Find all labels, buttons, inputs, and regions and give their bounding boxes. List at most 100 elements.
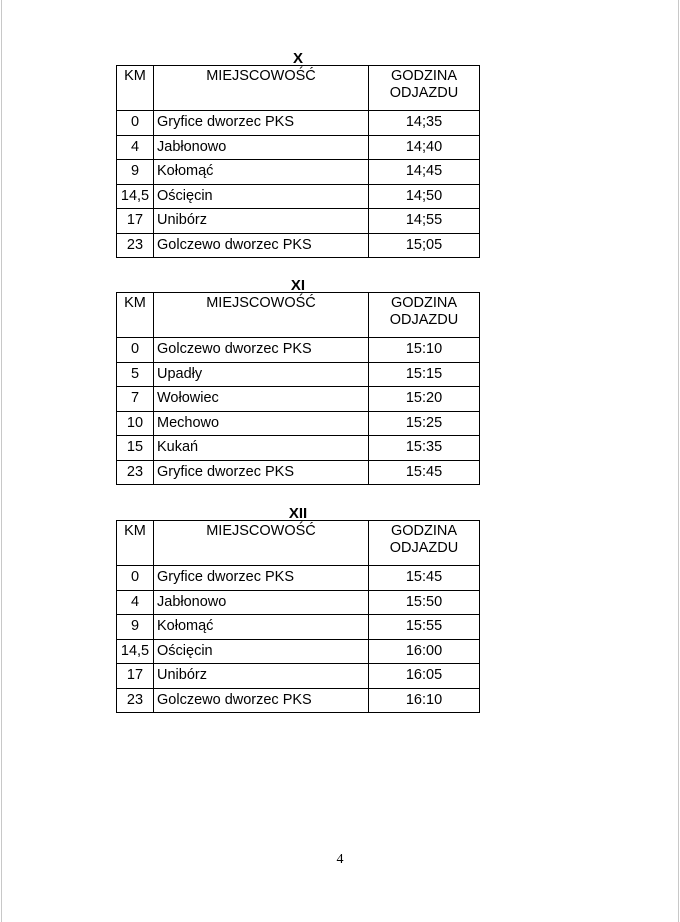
table-row: 0 Golczewo dworzec PKS 15:10 [116, 337, 480, 363]
header-place: MIEJSCOWOŚĆ [153, 520, 369, 566]
header-km: KM [116, 520, 154, 566]
time-cell: 15:20 [368, 386, 480, 412]
place-cell: Golczewo dworzec PKS [153, 232, 369, 258]
time-cell: 15:45 [368, 459, 480, 485]
km-cell: 9 [116, 614, 154, 640]
section-title: XII [288, 505, 308, 522]
header-place: MIEJSCOWOŚĆ [153, 292, 369, 338]
table-row: 23 Golczewo dworzec PKS 15;05 [116, 232, 480, 258]
place-cell: Wołowiec [153, 386, 369, 412]
km-cell: 4 [116, 134, 154, 160]
timetable-section: X KM MIEJSCOWOŚĆ GODZINA ODJAZDU 0 Gryfic… [116, 50, 480, 258]
place-cell: Upadły [153, 361, 369, 387]
km-cell: 23 [116, 459, 154, 485]
header-time: GODZINA ODJAZDU [368, 292, 480, 338]
time-cell: 16:00 [368, 638, 480, 664]
place-cell: Gryfice dworzec PKS [153, 459, 369, 485]
place-cell: Mechowo [153, 410, 369, 436]
timetable-section: XI KM MIEJSCOWOŚĆ GODZINA ODJAZDU 0 Golcz… [116, 277, 480, 485]
km-cell: 7 [116, 386, 154, 412]
time-cell: 14;40 [368, 134, 480, 160]
km-cell: 14,5 [116, 183, 154, 209]
table-row: 10 Mechowo 15:25 [116, 410, 480, 436]
place-cell: Kołomąć [153, 614, 369, 640]
header-time-line1: GODZINA [390, 68, 458, 84]
header-row: KM MIEJSCOWOŚĆ GODZINA ODJAZDU [116, 520, 480, 566]
place-cell: Gryfice dworzec PKS [153, 110, 369, 136]
table-row: 0 Gryfice dworzec PKS 14;35 [116, 110, 480, 136]
table-row: 14,5 Ościęcin 14;50 [116, 183, 480, 209]
table-row: 5 Upadły 15:15 [116, 361, 480, 387]
place-cell: Gryfice dworzec PKS [153, 565, 369, 591]
km-cell: 23 [116, 232, 154, 258]
header-km: KM [116, 65, 154, 111]
time-cell: 15:10 [368, 337, 480, 363]
page-number: 4 [336, 852, 344, 867]
section-title: X [292, 50, 303, 67]
km-cell: 0 [116, 565, 154, 591]
section-title: XI [290, 277, 306, 294]
timetable: KM MIEJSCOWOŚĆ GODZINA ODJAZDU 0 Gryfice … [116, 65, 480, 258]
header-time-line1: GODZINA [390, 523, 458, 539]
km-cell: 10 [116, 410, 154, 436]
time-cell: 15:25 [368, 410, 480, 436]
table-row: 23 Golczewo dworzec PKS 16:10 [116, 687, 480, 713]
header-place: MIEJSCOWOŚĆ [153, 65, 369, 111]
table-row: 17 Unibórz 14;55 [116, 208, 480, 234]
header-row: KM MIEJSCOWOŚĆ GODZINA ODJAZDU [116, 65, 480, 111]
km-cell: 0 [116, 337, 154, 363]
table-row: 7 Wołowiec 15:20 [116, 386, 480, 412]
header-time-line2: ODJAZDU [389, 85, 459, 101]
time-cell: 16:05 [368, 663, 480, 689]
timetable: KM MIEJSCOWOŚĆ GODZINA ODJAZDU 0 Gryfice … [116, 520, 480, 713]
time-cell: 15:35 [368, 435, 480, 461]
header-time: GODZINA ODJAZDU [368, 520, 480, 566]
header-time-line2: ODJAZDU [389, 312, 459, 328]
time-cell: 15:50 [368, 589, 480, 615]
table-row: 4 Jabłonowo 15:50 [116, 589, 480, 615]
table-row: 9 Kołomąć 15:55 [116, 614, 480, 640]
time-cell: 16:10 [368, 687, 480, 713]
header-time: GODZINA ODJAZDU [368, 65, 480, 111]
km-cell: 9 [116, 159, 154, 185]
km-cell: 4 [116, 589, 154, 615]
place-cell: Ościęcin [153, 638, 369, 664]
time-cell: 15;05 [368, 232, 480, 258]
table-row: 4 Jabłonowo 14;40 [116, 134, 480, 160]
table-row: 9 Kołomąć 14;45 [116, 159, 480, 185]
time-cell: 14;45 [368, 159, 480, 185]
timetable-section: XII KM MIEJSCOWOŚĆ GODZINA ODJAZDU 0 Gryf… [116, 505, 480, 713]
table-row: 15 Kukań 15:35 [116, 435, 480, 461]
place-cell: Unibórz [153, 208, 369, 234]
km-cell: 5 [116, 361, 154, 387]
km-cell: 14,5 [116, 638, 154, 664]
timetable: KM MIEJSCOWOŚĆ GODZINA ODJAZDU 0 Golczewo… [116, 292, 480, 485]
header-time-line1: GODZINA [390, 295, 458, 311]
header-km: KM [116, 292, 154, 338]
km-cell: 17 [116, 208, 154, 234]
km-cell: 23 [116, 687, 154, 713]
time-cell: 14;55 [368, 208, 480, 234]
header-time-line2: ODJAZDU [389, 540, 459, 556]
km-cell: 0 [116, 110, 154, 136]
header-row: KM MIEJSCOWOŚĆ GODZINA ODJAZDU [116, 292, 480, 338]
time-cell: 15:55 [368, 614, 480, 640]
place-cell: Kołomąć [153, 159, 369, 185]
table-row: 17 Unibórz 16:05 [116, 663, 480, 689]
km-cell: 17 [116, 663, 154, 689]
place-cell: Golczewo dworzec PKS [153, 687, 369, 713]
table-row: 14,5 Ościęcin 16:00 [116, 638, 480, 664]
time-cell: 15:45 [368, 565, 480, 591]
km-cell: 15 [116, 435, 154, 461]
place-cell: Jabłonowo [153, 589, 369, 615]
time-cell: 15:15 [368, 361, 480, 387]
table-row: 23 Gryfice dworzec PKS 15:45 [116, 459, 480, 485]
time-cell: 14;50 [368, 183, 480, 209]
place-cell: Ościęcin [153, 183, 369, 209]
place-cell: Kukań [153, 435, 369, 461]
place-cell: Jabłonowo [153, 134, 369, 160]
table-row: 0 Gryfice dworzec PKS 15:45 [116, 565, 480, 591]
place-cell: Unibórz [153, 663, 369, 689]
place-cell: Golczewo dworzec PKS [153, 337, 369, 363]
